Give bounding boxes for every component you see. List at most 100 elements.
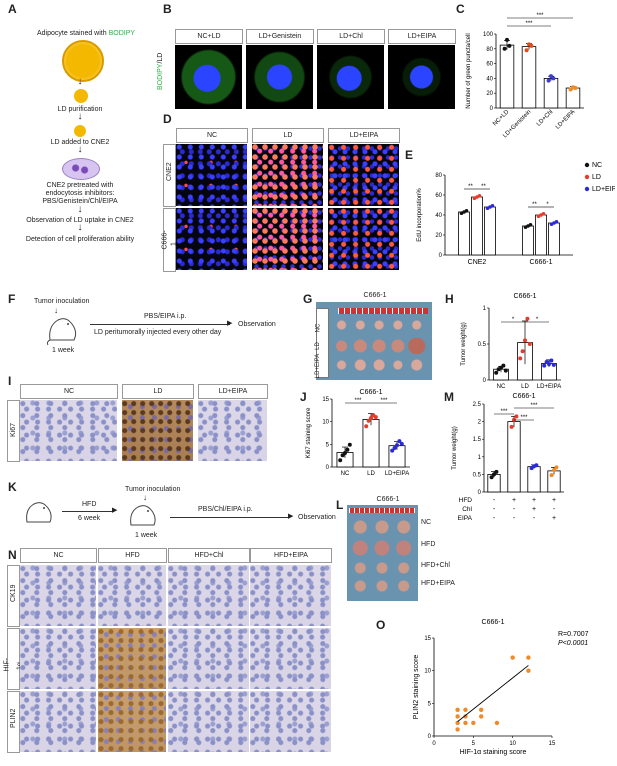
bar: [458, 211, 470, 256]
data-point: [369, 416, 373, 421]
data-point: [343, 450, 347, 455]
x-tick-label: 5: [472, 741, 476, 747]
data-point: [528, 223, 533, 227]
bar: [507, 421, 521, 493]
n-ihc-ck19-hfdeipa: [250, 565, 331, 626]
bar: [527, 466, 541, 493]
n-col-2: HFD: [98, 548, 167, 563]
chart-c: 0 20 40 60 80 100 Number of green puncta/cell N…: [466, 13, 584, 139]
panel-label-j: J: [300, 390, 307, 404]
b-col-4: LD+EIPA: [388, 29, 456, 44]
i-ihc-ldeipa: [198, 400, 267, 461]
data-point: [529, 43, 534, 48]
n-row-3: PLIN2: [10, 708, 17, 728]
k-arrow-2: [170, 517, 290, 518]
y-tick-label: 0: [483, 378, 487, 384]
panel-label-d: D: [163, 112, 172, 126]
data-point: [455, 714, 460, 719]
data-point: [395, 443, 399, 448]
data-point: [397, 439, 402, 444]
bar: [522, 225, 534, 256]
i-ihc-nc: [20, 400, 117, 461]
data-point: [509, 424, 514, 429]
chart-title: C666-1: [360, 389, 383, 396]
l-tumors-hfdeipa: [351, 579, 413, 593]
y-tick-label: 60: [435, 193, 442, 199]
data-point: [338, 458, 343, 463]
l-row-nc: NC: [421, 519, 432, 526]
i-row-label: Ki67: [10, 422, 17, 437]
d-row-1-frame: CNE2: [163, 144, 176, 207]
panel-label-b: B: [163, 2, 172, 16]
panel-label-f: F: [8, 292, 16, 306]
adipocyte-illustration: [62, 40, 104, 82]
data-point: [542, 363, 547, 368]
k-observation: Observation: [298, 514, 336, 521]
a-arrow-4: ↓: [77, 204, 83, 215]
y-tick-label: 60: [486, 62, 493, 68]
d-micrograph-cne2-ld: [252, 144, 323, 206]
x-tick-label: LD+EIPA: [537, 384, 561, 390]
f-observation: Observation: [238, 321, 276, 328]
b-col-1: NC+LD: [175, 29, 243, 44]
g-tumors-nc: [334, 318, 428, 332]
b-row-label-ld: /LD: [157, 52, 164, 64]
k-week: 1 week: [135, 532, 158, 539]
k-arrow-head-2: ▶: [288, 513, 294, 520]
data-point: [549, 358, 554, 363]
k-hfd: HFD: [82, 501, 97, 508]
y-tick-label: 15: [322, 397, 329, 403]
y-tick-label: 2: [478, 420, 482, 426]
m-row-sign: -: [533, 515, 536, 522]
y-tick-label: 20: [435, 233, 442, 239]
d-row-2-frame: C666-1: [162, 208, 178, 272]
data-point: [527, 342, 532, 346]
data-point: [392, 445, 397, 450]
bar: [565, 87, 581, 109]
y-tick-label: 40: [435, 213, 442, 219]
ld-droplet-illustration-2: [74, 125, 86, 137]
bar: [535, 214, 547, 256]
n-ihc-plin2-hfdeipa: [250, 691, 331, 752]
m-row-sign: -: [493, 515, 496, 522]
k-treatment: PBS/Chl/EIPA i.p.: [198, 506, 253, 513]
x-axis-label: HIF-1α staining score: [460, 749, 527, 756]
g-tumor-photo: NC LD LD+EIPA: [315, 302, 432, 380]
data-point: [390, 448, 395, 453]
m-row-sign: +: [552, 497, 556, 504]
m-row-sign: +: [512, 497, 516, 504]
sig-marker: *: [536, 317, 539, 323]
panel-label-c: C: [456, 2, 465, 16]
b-row-label-bodipy: BODIPY: [157, 63, 164, 90]
l-tumors-nc: [351, 519, 413, 535]
y-tick-label: 10: [424, 669, 431, 675]
y-tick-label: 0: [439, 253, 443, 259]
a-step1: Adipocyte stained with BODIPY: [16, 30, 156, 38]
x-tick-label: NC: [497, 384, 506, 390]
b-micrograph-4: [388, 45, 455, 109]
legend-marker: [584, 174, 590, 180]
data-point: [551, 362, 556, 367]
sig-marker: ***: [500, 409, 508, 415]
data-point: [551, 76, 556, 81]
k-tumor-inoculation: Tumor inoculation: [125, 486, 181, 493]
data-point: [552, 468, 556, 473]
y-tick-label: 2.5: [473, 402, 482, 408]
data-point: [534, 463, 539, 468]
data-point: [514, 414, 519, 419]
y-tick-label: 1.5: [473, 437, 482, 443]
x-tick-label: CNE2: [468, 259, 487, 266]
mouse-icon-k1: [26, 502, 52, 523]
l-row-hfdeipa: HFD+EIPA: [421, 580, 455, 587]
data-point: [510, 655, 515, 660]
y-tick-label: 0: [326, 465, 330, 471]
g-tumors-ldeipa: [334, 358, 428, 372]
f-tumor-inoculation: Tumor inoculation: [34, 298, 90, 305]
data-point: [524, 48, 529, 53]
legend-label: LD: [592, 174, 601, 181]
data-point: [455, 707, 460, 713]
b-micrograph-3: [317, 45, 384, 109]
sig-marker: **: [468, 184, 473, 190]
data-point: [492, 472, 496, 477]
a-arrow-1: ↓: [77, 76, 83, 87]
